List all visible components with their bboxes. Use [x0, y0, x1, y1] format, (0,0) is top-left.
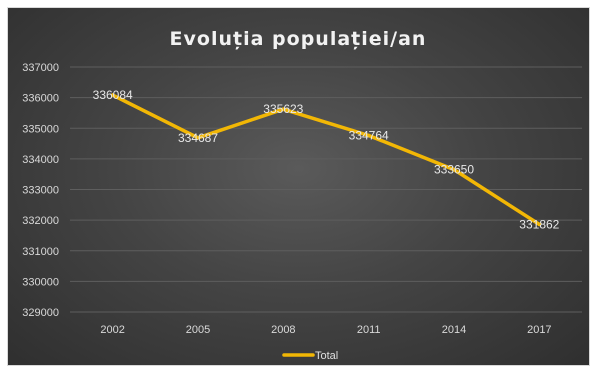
- data-label: 336084: [93, 88, 133, 102]
- x-tick-label: 2017: [527, 324, 551, 336]
- y-tick-label: 330000: [22, 276, 59, 288]
- gridlines: [70, 66, 582, 313]
- x-tick-label: 2005: [186, 324, 210, 336]
- legend-label-total: Total: [315, 350, 338, 362]
- x-axis: 2002 2005 2008 2011 2014 2017: [100, 324, 551, 336]
- data-point: [281, 107, 286, 111]
- data-point: [110, 93, 115, 97]
- chart-title: Evoluția populației/an: [170, 28, 427, 50]
- y-tick-label: 332000: [22, 215, 59, 227]
- data-label: 334687: [178, 131, 218, 145]
- data-point: [196, 136, 200, 140]
- data-point: [537, 222, 542, 227]
- x-tick-label: 2002: [100, 324, 124, 336]
- y-tick-label: 334000: [22, 154, 59, 166]
- data-point: [452, 167, 456, 172]
- data-label: 334764: [349, 128, 389, 142]
- y-tick-label: 336000: [22, 93, 59, 105]
- series-total: [110, 93, 542, 227]
- y-tick-label: 333000: [22, 185, 59, 197]
- y-axis: 329000 330000 331000 332000 333000 334000 3350…: [22, 62, 59, 319]
- x-tick-label: 2008: [271, 324, 295, 336]
- data-point: [366, 133, 371, 138]
- x-tick-label: 2014: [442, 324, 466, 336]
- data-label: 333650: [434, 163, 474, 177]
- data-label: 331862: [519, 217, 559, 231]
- series-line-total: [110, 93, 542, 227]
- x-tick-label: 2011: [357, 324, 381, 336]
- y-tick-label: 329000: [22, 307, 59, 319]
- y-tick-label: 335000: [22, 123, 59, 135]
- data-labels: 336084 334687 335623 334764 333650 331862: [93, 88, 560, 231]
- data-label: 335623: [263, 102, 303, 116]
- y-tick-label: 331000: [22, 246, 59, 258]
- y-tick-label: 337000: [22, 62, 59, 74]
- legend: Total: [282, 350, 338, 362]
